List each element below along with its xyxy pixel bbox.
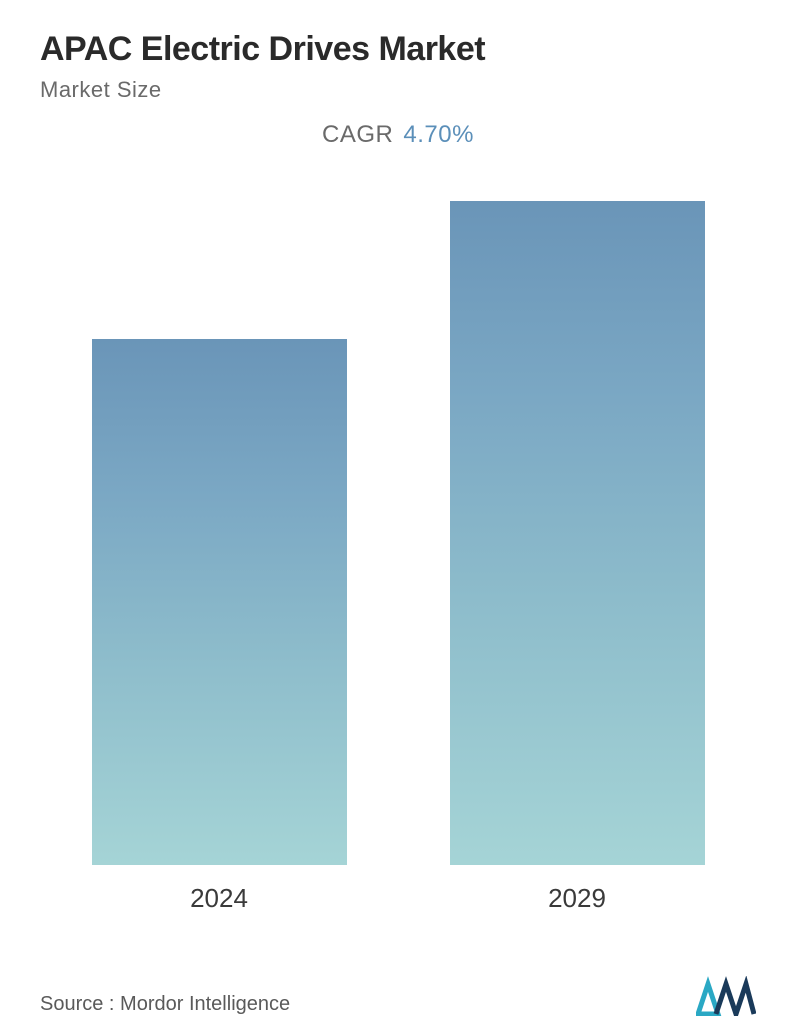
bar-1 [450,201,705,865]
footer: Source : Mordor Intelligence [40,976,756,1016]
source-text: Source : Mordor Intelligence [40,993,290,1016]
bar-0 [92,339,347,865]
bar-group-0: 2024 [58,200,380,914]
chart-subtitle: Market Size [40,77,756,103]
brand-logo-icon [696,976,756,1016]
cagr-label: CAGR [322,121,393,148]
bar-label-0: 2024 [190,883,248,914]
cagr-row: CAGR 4.70% [40,121,756,149]
cagr-value: 4.70% [403,121,474,148]
bar-group-1: 2029 [416,200,738,914]
chart-title: APAC Electric Drives Market [40,30,756,69]
bar-chart: 2024 2029 [40,200,756,914]
bar-label-1: 2029 [548,883,606,914]
